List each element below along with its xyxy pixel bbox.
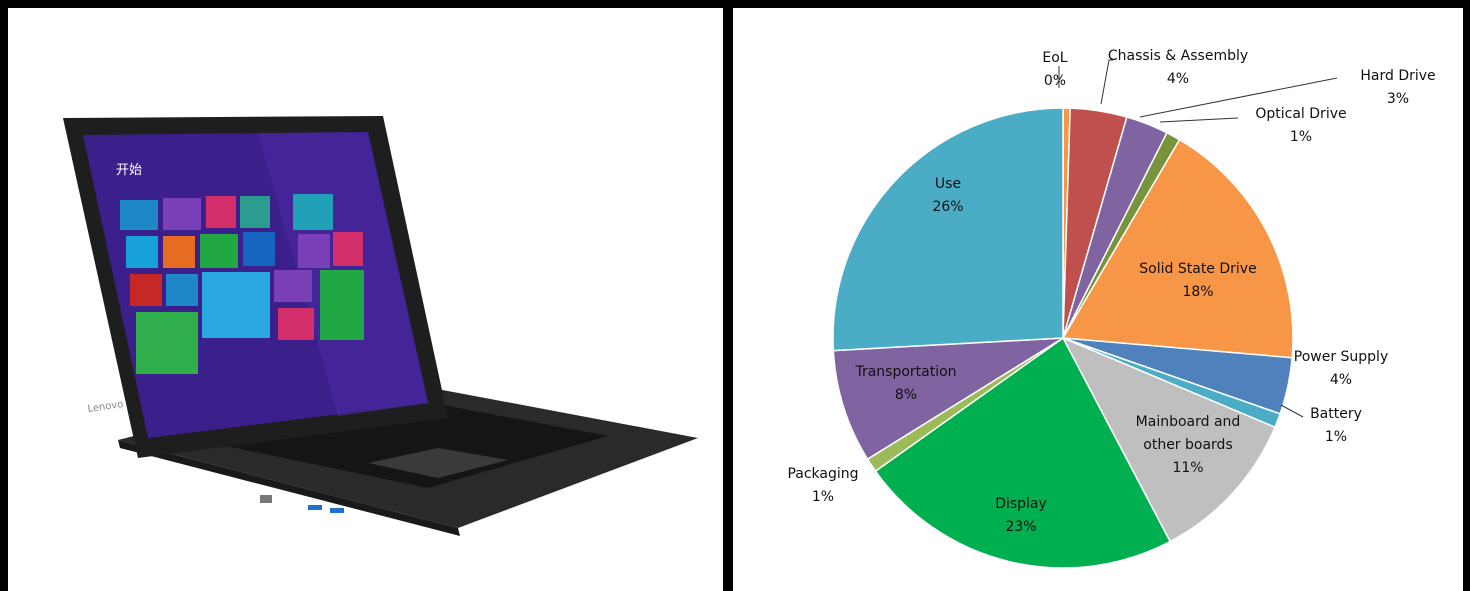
skype-tile <box>126 236 158 268</box>
trophy-tile <box>274 270 312 302</box>
desktop-tile <box>136 312 198 374</box>
pie-slice-use <box>832 107 1064 352</box>
music-tile <box>298 234 330 268</box>
health-tile <box>333 232 363 266</box>
weather-tile <box>293 194 333 230</box>
leader-line <box>1159 117 1239 123</box>
leader-line <box>1100 59 1113 105</box>
usb-port-2 <box>330 508 344 513</box>
laptop-photo-panel: 开始 Lenovo <box>8 8 723 591</box>
slice-label: Packaging 1% <box>787 466 858 505</box>
slice-labels: EoL 0% Chassis & Assembly 4% Hard Drive 3% Opt… <box>787 48 1435 535</box>
pie-slice-mainboard-and-other-boards <box>1061 336 1276 543</box>
start-label: 开始 <box>116 163 142 178</box>
pie-slice-solid-state-drive <box>1061 138 1294 359</box>
calendar-tile <box>278 308 314 340</box>
brand-label: Lenovo <box>87 399 124 415</box>
laptop-photo: 开始 Lenovo <box>63 116 698 536</box>
slice-label: Chassis & Assembly 4% <box>1108 48 1248 87</box>
mail-tile <box>120 200 158 230</box>
slice-label: EoL 0% <box>1042 50 1067 89</box>
start-tiles <box>120 194 364 374</box>
laptop-base-edge <box>118 440 460 536</box>
people2-tile <box>163 236 195 268</box>
finance-tile <box>200 234 238 268</box>
slice-label: Use 26% <box>932 176 963 215</box>
news-tile <box>130 274 162 306</box>
ie-tile <box>243 232 275 266</box>
leader-line <box>1280 404 1304 418</box>
leader-line <box>1139 77 1338 118</box>
usb-port-1 <box>308 505 322 510</box>
pie-slice-display <box>874 336 1172 569</box>
leader-lines <box>1058 59 1338 418</box>
ethernet-port <box>260 495 272 503</box>
slice-label: Hard Drive 3% <box>1360 68 1435 107</box>
onedrive-tile <box>166 274 198 306</box>
pie-slice-transportation <box>832 337 1064 461</box>
app-tile <box>320 270 364 340</box>
touchpad <box>368 448 508 478</box>
photo-tile <box>163 198 201 230</box>
slice-label: Transportation 8% <box>854 364 956 403</box>
slice-label: Display 23% <box>995 496 1047 535</box>
slice-label: Solid State Drive 18% <box>1139 261 1256 300</box>
people-tile <box>206 196 236 228</box>
store-tile <box>240 196 270 228</box>
slice-label: Optical Drive 1% <box>1255 106 1346 145</box>
pie-chart-panel: EoL 0% Chassis & Assembly 4% Hard Drive 3% Opt… <box>733 8 1463 591</box>
settings-tile <box>202 272 270 338</box>
pie-slices <box>832 107 1294 569</box>
slice-label: Power Supply 4% <box>1294 349 1389 388</box>
pie-chart: EoL 0% Chassis & Assembly 4% Hard Drive 3% Opt… <box>787 48 1436 569</box>
slice-label: Battery 1% <box>1310 406 1362 445</box>
slice-label: Mainboard and other boards 11% <box>1136 414 1241 476</box>
